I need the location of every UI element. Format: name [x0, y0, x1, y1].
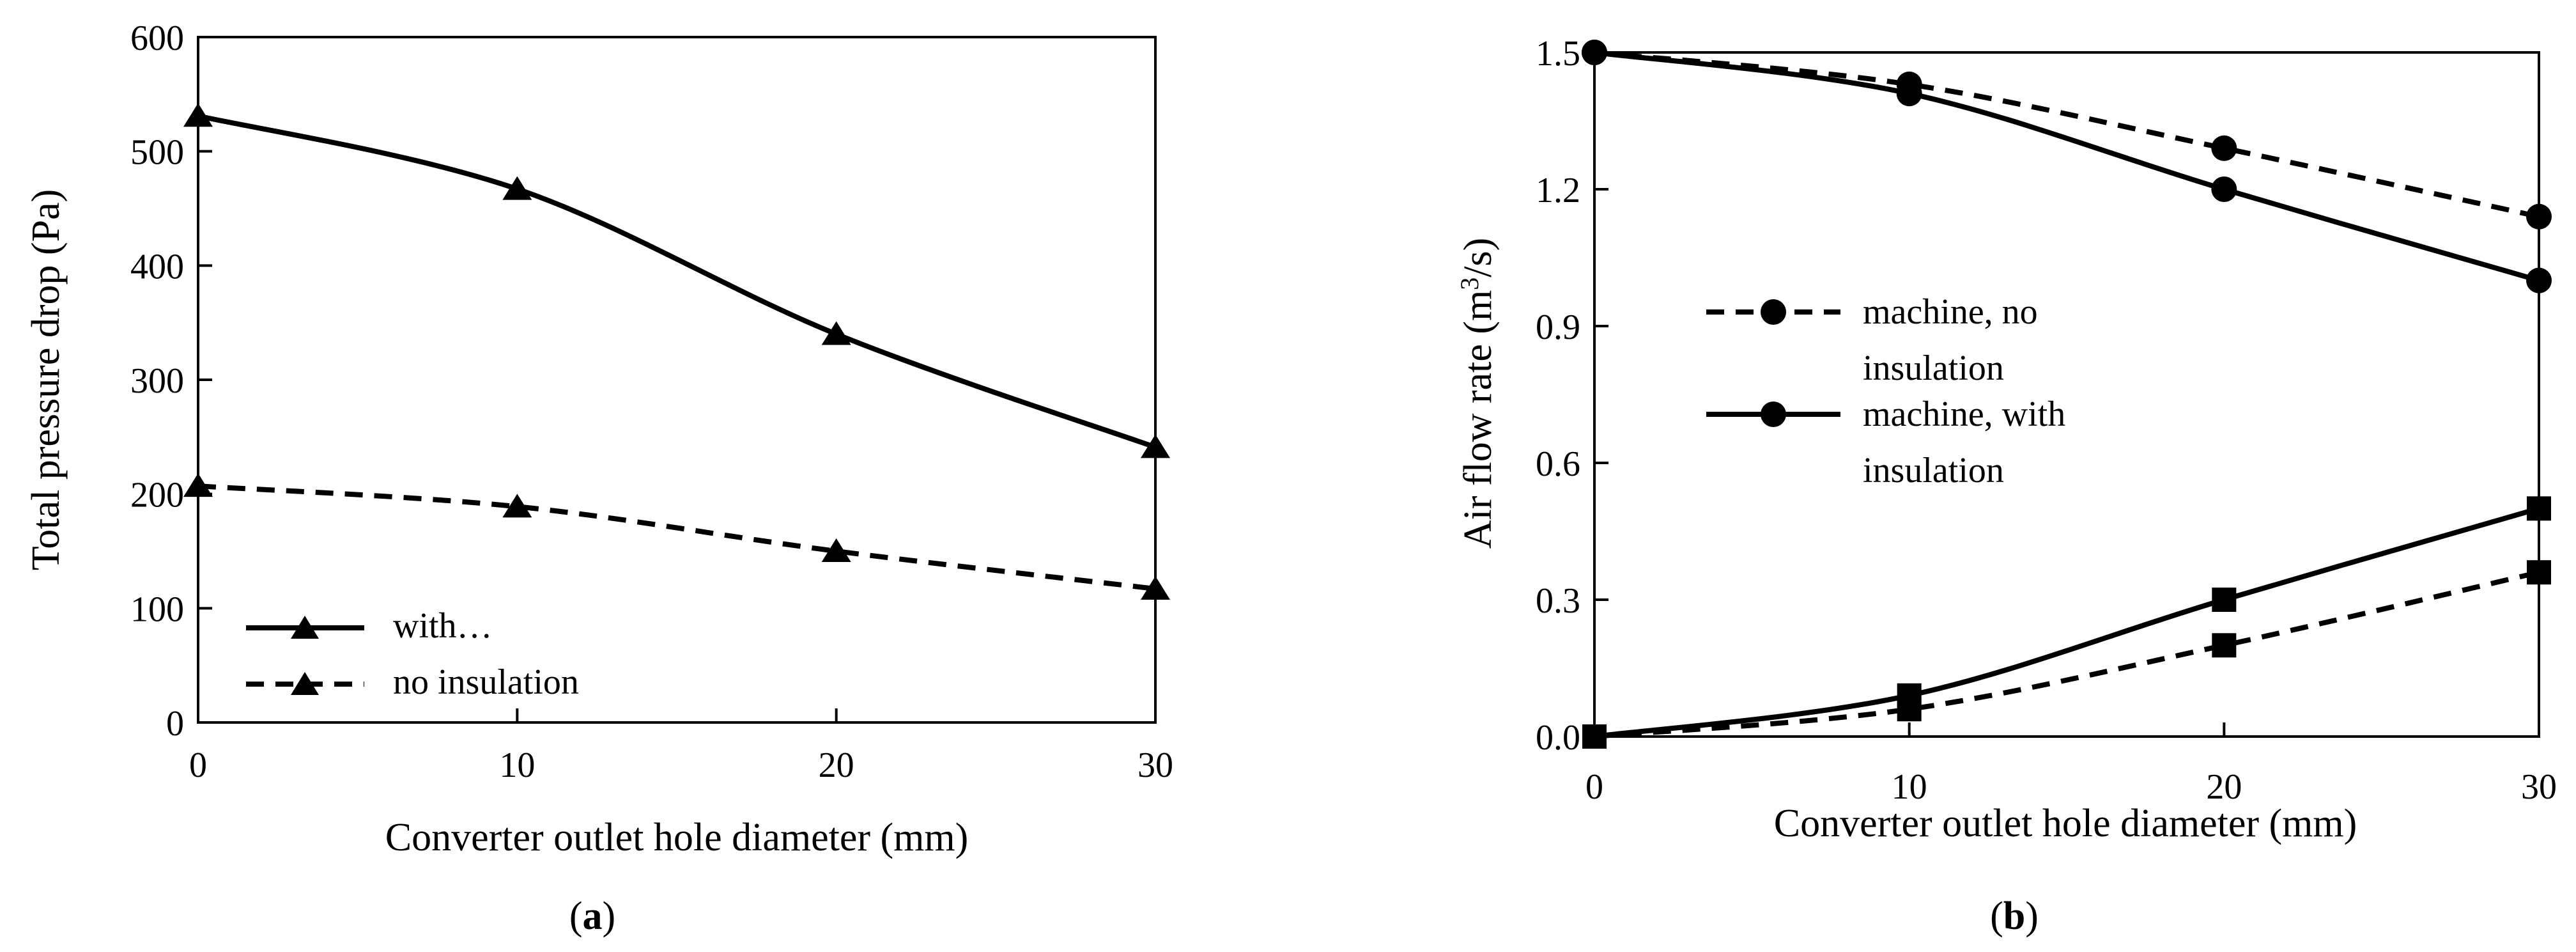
panel-a-y-axis-label: Total pressure drop (Pa): [24, 189, 68, 571]
panel-b-x-tick-label: 30: [2521, 767, 2557, 807]
panel-b-y-tick-label: 0.9: [1536, 308, 1580, 347]
panel-a-point-no-insulation: [821, 538, 851, 562]
panel-a-y-tick-label: 300: [130, 361, 184, 401]
panel-a-x-tick-label: 20: [819, 745, 854, 785]
panel-a-point-with: [502, 176, 532, 200]
panel-a-y-tick-label: 100: [130, 589, 184, 629]
panel-b-y-tick-label: 1.5: [1536, 34, 1580, 74]
panel-a-legend: with… no insulation: [246, 606, 579, 702]
panel-b-caption: (b): [1990, 894, 2039, 938]
panel-a-point-with: [183, 103, 213, 127]
legend-label-with: with…: [393, 606, 493, 646]
panel-b-point-series-4: [1582, 724, 1607, 749]
panel-a-ticks: 0 100 200 300 400 500 600 0 10 20 30: [130, 19, 1173, 785]
legend-label-no-insulation: no insulation: [393, 662, 579, 702]
panel-a-caption: (a): [569, 894, 615, 938]
panel-a-y-tick-label: 400: [130, 247, 184, 286]
panel-b-y-axis-label: Air flow rate (m3/s): [1455, 238, 1500, 549]
panel-b-series: [1582, 40, 2552, 749]
panel-a-point-no-insulation: [183, 473, 213, 497]
panel-b-point-machine-with-insulation: [1896, 81, 1922, 107]
panel-b-point-series-4: [2212, 633, 2237, 658]
legend-marker-machine-no-insulation: [1761, 299, 1786, 325]
panel-b-point-series-4: [2527, 560, 2551, 585]
panel-b-point-machine-with-insulation: [2211, 176, 2237, 202]
panel-b-y-axis-label-superscript: 3: [1455, 277, 1484, 290]
panel-b-line-series-4: [1594, 570, 2540, 739]
panel-b-caption-letter: b: [2003, 894, 2025, 938]
panel-b-line-machine-with-insulation: [1594, 50, 2540, 283]
panel-b-y-tick-label: 0.6: [1536, 444, 1580, 484]
panel-a-y-tick-label: 0: [166, 704, 184, 744]
panel-b-x-tick-label: 0: [1585, 767, 1603, 807]
panel-b-x-tick-label: 20: [2206, 767, 2242, 807]
panel-a-x-axis-label: Converter outlet hole diameter (mm): [385, 816, 968, 859]
panel-b-legend: machine, no insulation machine, with insul…: [1706, 292, 2065, 490]
panel-b-y-tick-label: 0.3: [1536, 581, 1580, 621]
panel-b-x-axis-label: Converter outlet hole diameter (mm): [1774, 802, 2357, 845]
panel-b-point-series-4: [1897, 697, 1922, 722]
panel-b-air-flow-chart: 0.0 0.3 0.6 0.9 1.2 1.5 0 10 20 30 Air flow rate …: [1455, 34, 2557, 938]
panel-a-x-tick-label: 0: [189, 745, 207, 785]
panel-b-plot-frame: [1593, 51, 2540, 738]
panel-a-x-tick-label: 30: [1138, 745, 1173, 785]
panel-a-y-tick-label: 500: [130, 133, 184, 173]
legend-label-machine-no-insulation: machine, no insulation: [1863, 292, 2038, 388]
panel-a-caption-letter: a: [583, 894, 603, 938]
panel-a-point-with: [821, 321, 851, 345]
legend-label-machine-with-insulation: machine, with insulation: [1863, 394, 2065, 490]
panel-b-point-machine-with-insulation: [1582, 40, 1607, 65]
panel-b-y-tick-label: 1.2: [1536, 171, 1580, 210]
panel-b-line-series-3: [1594, 506, 2540, 739]
panel-a-pressure-drop-chart: 0 100 200 300 400 500 600 0 10 20 30 with… no insu…: [24, 19, 1173, 938]
panel-a-line-no-insulation: [197, 483, 1156, 591]
panel-a-y-tick-label: 200: [130, 476, 184, 515]
panel-b-point-series-3: [2527, 496, 2551, 521]
legend-marker-no-insulation: [291, 672, 319, 695]
panel-a-line-with: [197, 113, 1157, 450]
panel-a-point-with: [1141, 434, 1170, 458]
panel-a-point-no-insulation: [1141, 575, 1170, 600]
panel-b-point-machine-with-insulation: [2526, 267, 2552, 293]
panel-a-plot-frame: [197, 36, 1157, 724]
panel-b-point-machine-no-insulation: [2526, 203, 2552, 230]
panel-a-x-tick-label: 10: [499, 745, 535, 785]
panel-a-series: [183, 103, 1170, 600]
panel-a-y-tick-label: 600: [130, 19, 184, 58]
panel-b-line-machine-no-insulation: [1594, 50, 2540, 219]
panel-a-point-no-insulation: [502, 494, 532, 518]
legend-marker-machine-with-insulation: [1761, 402, 1786, 427]
panel-b-x-tick-label: 10: [1892, 767, 1927, 807]
panel-b-point-series-3: [2212, 588, 2237, 612]
legend-marker-with: [291, 616, 319, 639]
panel-b-y-tick-label: 0.0: [1536, 718, 1580, 758]
panel-b-point-machine-no-insulation: [2211, 135, 2237, 161]
